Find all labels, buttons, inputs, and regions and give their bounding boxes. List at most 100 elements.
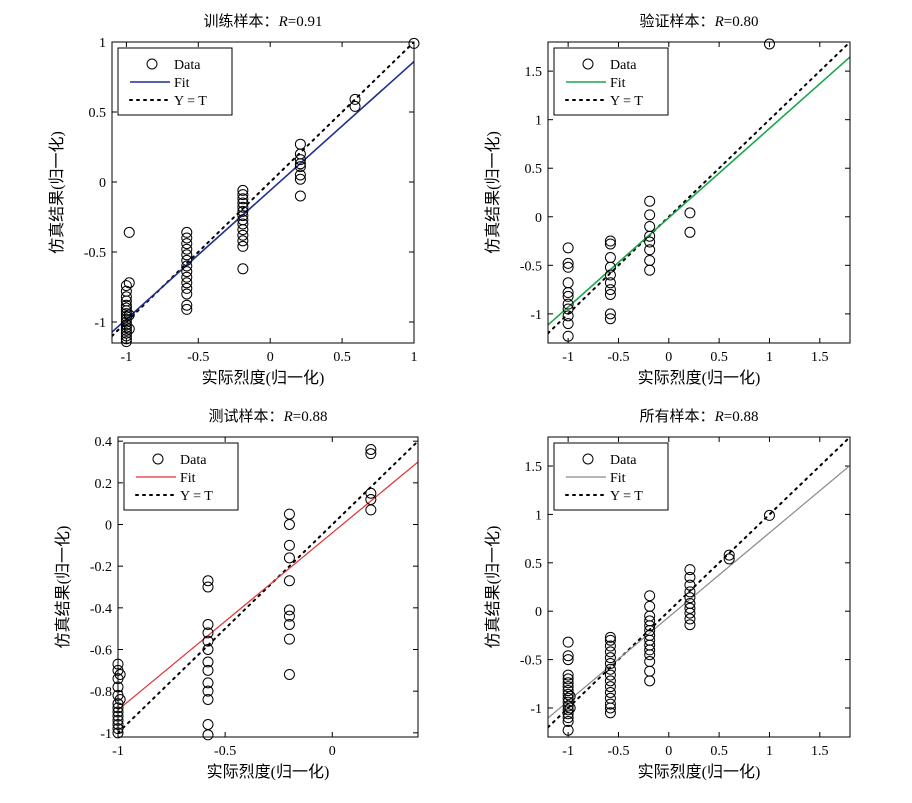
data-point — [237, 205, 249, 217]
identity-line — [118, 440, 418, 734]
x-axis-label: 实际烈度(归一化) — [638, 369, 761, 387]
data-point — [283, 519, 295, 530]
data-point — [181, 271, 193, 283]
data-point — [644, 665, 656, 677]
data-point — [283, 669, 295, 680]
data-point — [644, 675, 656, 687]
legend-data-marker — [152, 453, 164, 465]
data-point — [604, 675, 616, 687]
y-tick-label: -1 — [530, 308, 542, 323]
y-tick-label: 0.2 — [95, 477, 113, 492]
data-point — [349, 93, 361, 105]
data-point — [283, 552, 295, 564]
data-point — [684, 586, 696, 598]
data-point — [181, 238, 193, 250]
plot-frame — [547, 436, 851, 738]
data-point — [294, 190, 306, 202]
legend: Data Fit Y = T — [123, 442, 239, 511]
y-tick-label: 0.5 — [525, 162, 543, 177]
chart-panel-validation: 验证样本：R=0.80 -1 -0.5 0 0.5 1 1.5 -1 -0.5 0 0.5 1 1.5 D… — [484, 13, 851, 387]
plot-frame — [111, 41, 415, 344]
data-point — [604, 646, 616, 658]
y-tick-label: 0.4 — [95, 435, 113, 450]
data-point — [562, 261, 574, 273]
data-point — [365, 494, 377, 505]
x-tick-label: 1 — [411, 350, 418, 365]
data-point — [562, 277, 574, 289]
data-point — [684, 619, 696, 631]
x-tick-label: 0.5 — [333, 350, 351, 365]
legend-label-data: Data — [610, 58, 637, 73]
legend-label-data: Data — [610, 453, 637, 468]
legend-label-identity: Y = T — [610, 489, 643, 504]
data-point — [294, 158, 306, 170]
y-tick-label: -1 — [100, 727, 112, 742]
data-point — [120, 302, 132, 314]
data-point — [644, 244, 656, 256]
y-tick-label: -0.2 — [90, 560, 112, 575]
fit-line — [548, 56, 850, 326]
data-point — [120, 291, 132, 303]
data-point — [202, 656, 214, 668]
y-tick-label: 0.5 — [89, 106, 107, 121]
data-point — [181, 254, 193, 266]
data-point — [294, 138, 306, 150]
x-tick-label: 0 — [267, 350, 274, 365]
data-point — [604, 692, 616, 704]
data-point — [123, 277, 135, 289]
data-point — [365, 487, 377, 499]
data-point — [723, 549, 735, 561]
data-point — [684, 579, 696, 591]
data-point — [114, 669, 126, 680]
data-point — [644, 209, 656, 221]
y-tick-label: -0.6 — [90, 644, 112, 659]
data-point — [604, 277, 616, 289]
data-point — [562, 688, 574, 700]
data-point — [365, 444, 377, 455]
legend: Data Fit Y = T — [117, 47, 233, 116]
data-point — [604, 238, 616, 250]
y-tick-label: -0.5 — [520, 654, 542, 669]
data-point — [202, 685, 214, 697]
data-point — [604, 631, 616, 643]
y-tick-label: 1 — [99, 36, 106, 51]
x-tick-label: 1.5 — [811, 350, 829, 365]
data-point — [237, 189, 249, 201]
data-point — [283, 633, 295, 645]
data-point — [202, 644, 214, 655]
data-point — [684, 207, 696, 219]
data-point — [120, 280, 132, 292]
data-point — [562, 303, 574, 315]
y-tick-label: -0.8 — [90, 685, 112, 700]
data-point — [123, 309, 135, 321]
data-point — [604, 284, 616, 296]
data-point — [562, 257, 574, 269]
data-point — [604, 308, 616, 320]
data-point — [294, 161, 306, 173]
x-axis-label: 实际烈度(归一化) — [202, 369, 325, 387]
data-point — [562, 650, 574, 662]
y-tick-label: 0 — [105, 519, 112, 534]
data-point — [181, 303, 193, 315]
x-tick-label: -1 — [562, 350, 574, 365]
x-tick-label: 0 — [665, 744, 672, 759]
data-point — [763, 38, 775, 50]
x-tick-label: 0 — [665, 350, 672, 365]
data-point — [684, 602, 696, 614]
data-point — [294, 154, 306, 166]
data-point — [562, 242, 574, 254]
data-point — [283, 604, 295, 616]
data-point — [181, 282, 193, 294]
y-tick-label: 1 — [535, 114, 542, 129]
chart-title: 测试样本：R=0.88 — [209, 408, 328, 425]
data-point — [562, 708, 574, 720]
data-point — [684, 613, 696, 625]
data-point — [237, 263, 249, 275]
identity-line — [548, 42, 850, 335]
data-point — [120, 336, 132, 348]
chart-panel-test: 测试样本：R=0.88 -1 -0.5 0 -1 -0.8 -0.6 -0.4 -0.2 0 0.2… — [54, 408, 419, 781]
data-point — [237, 218, 249, 230]
legend-data-marker — [146, 58, 158, 70]
chart-panel-all: 所有样本：R=0.88 -1 -0.5 0 0.5 1 1.5 -1 -0.5 0 0.5 1 1.5 D… — [484, 408, 851, 781]
data-point — [237, 197, 249, 209]
